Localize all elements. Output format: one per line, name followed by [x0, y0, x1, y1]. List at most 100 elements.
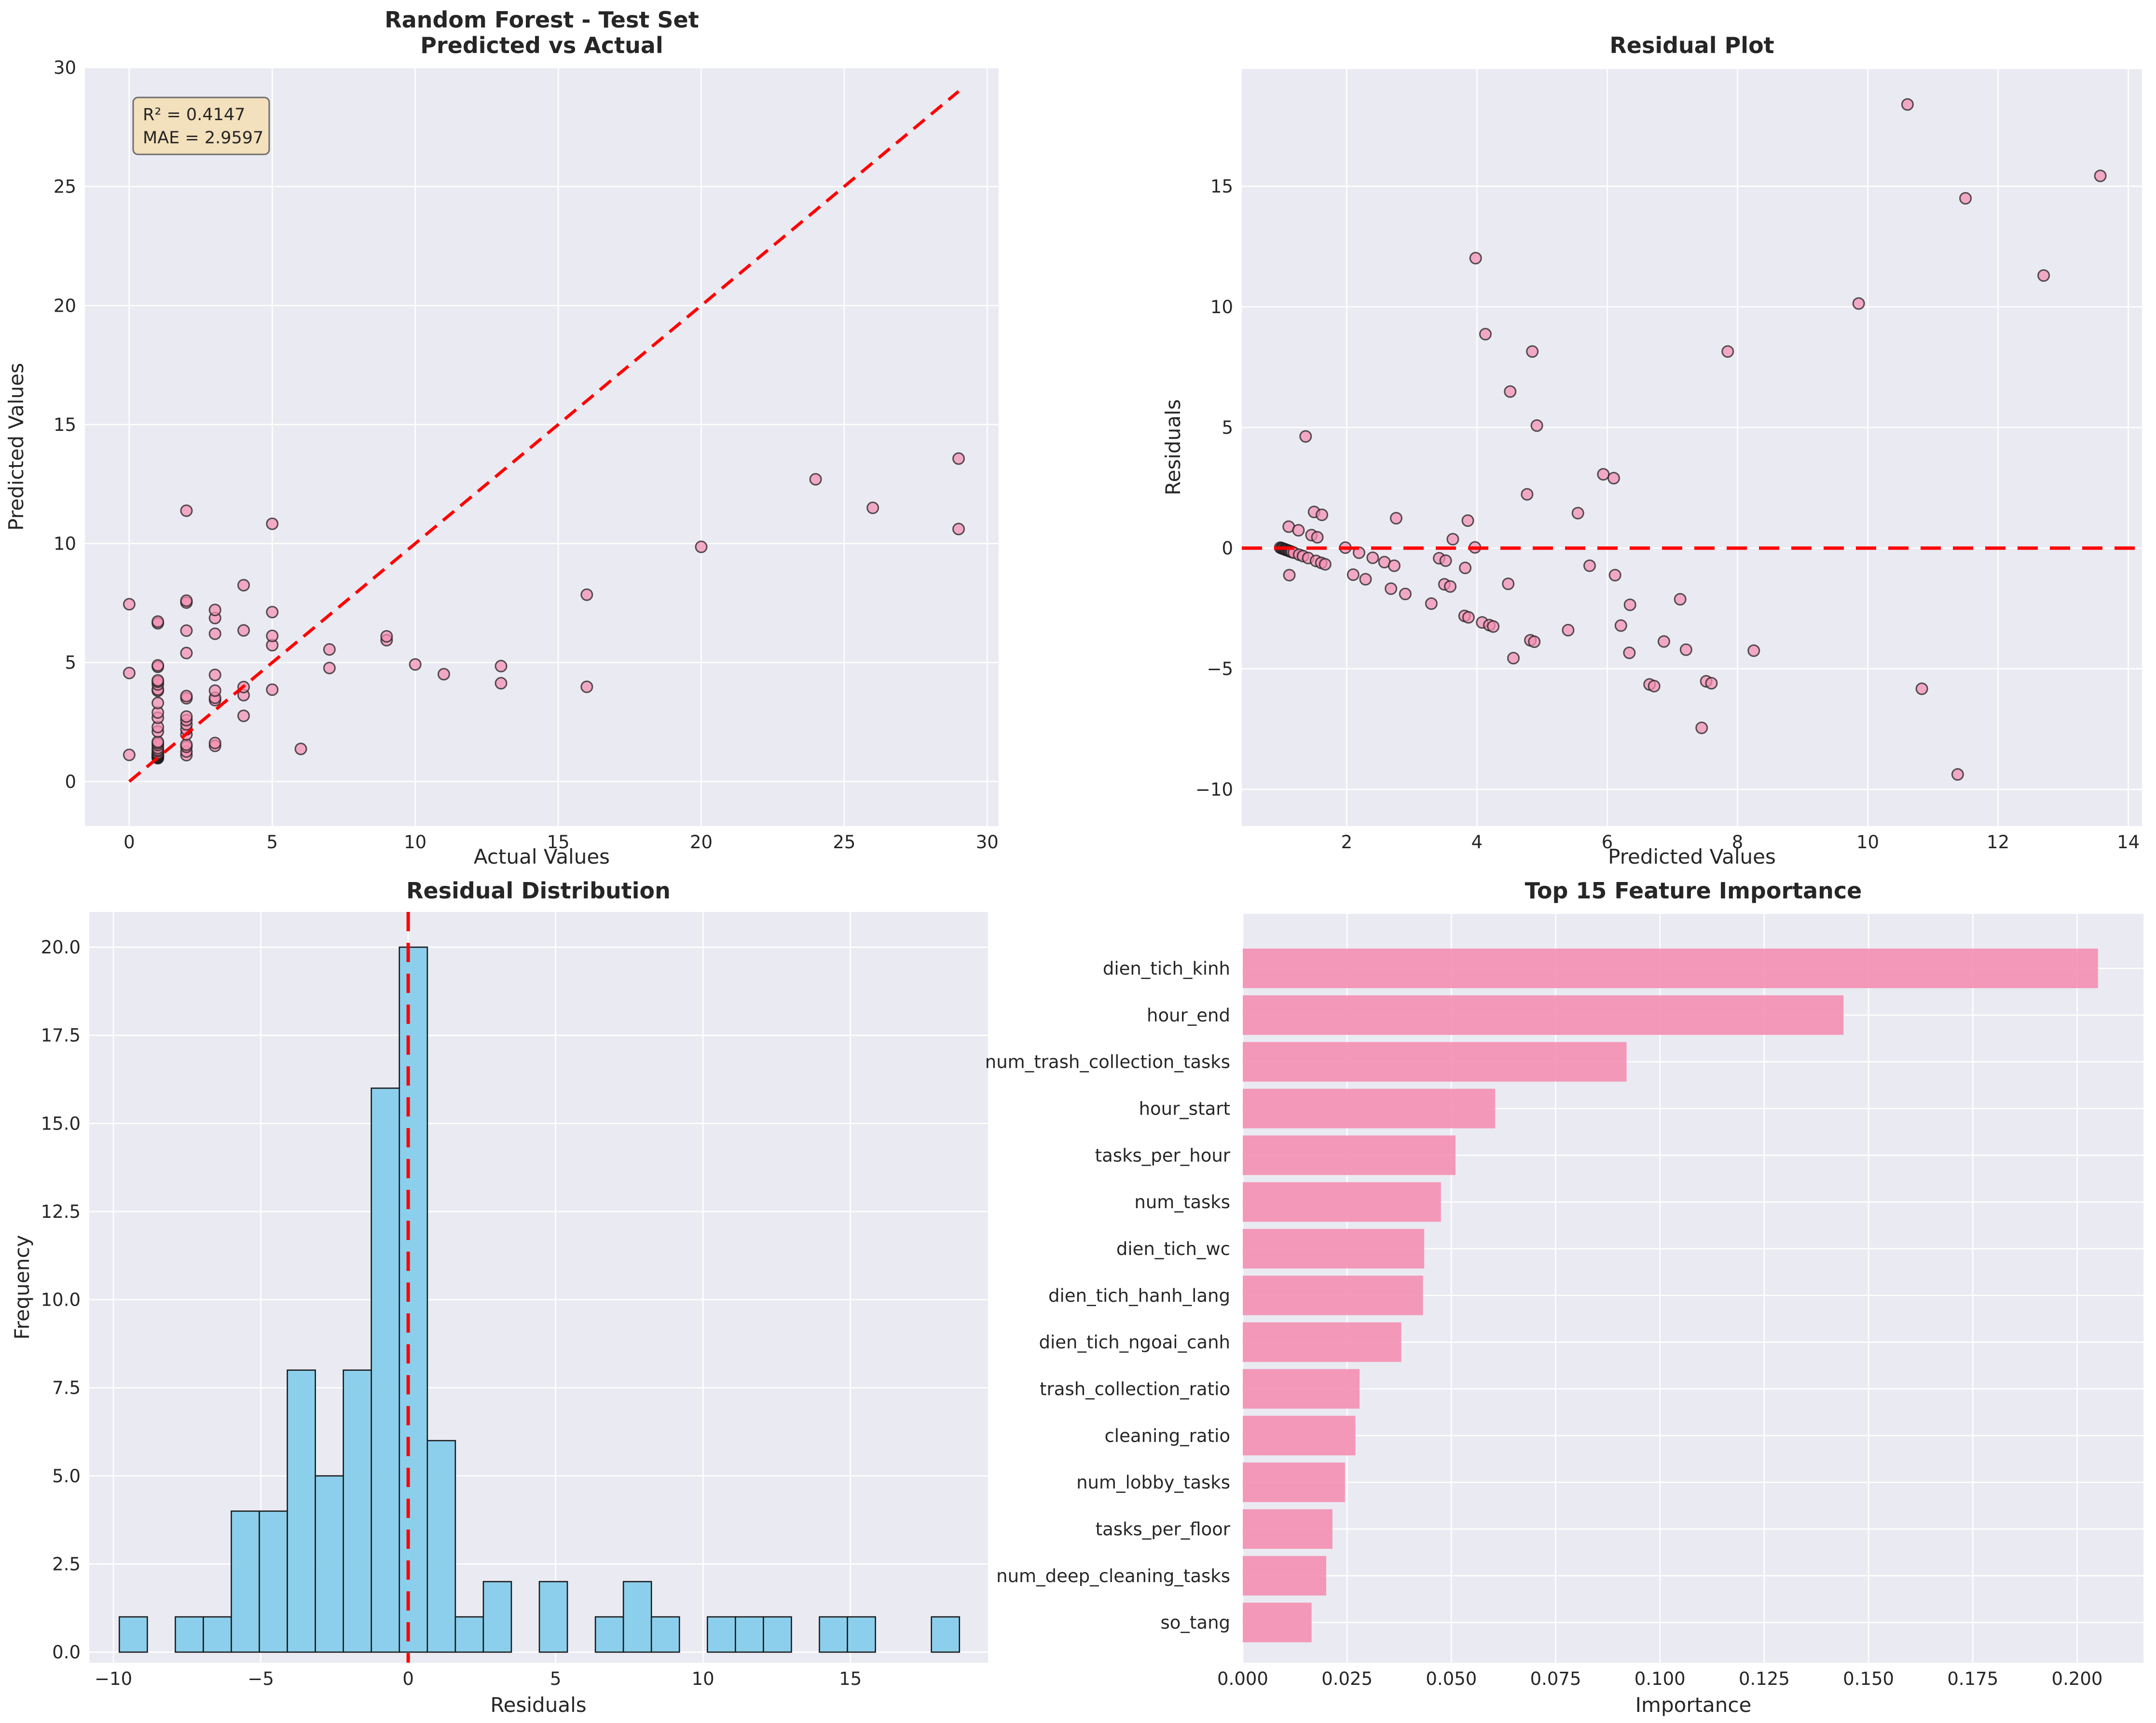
y-tick-label: 17.5 [41, 1025, 81, 1046]
x-tick-label: 10 [692, 1668, 714, 1689]
scatter-point [237, 624, 250, 637]
scatter-point [123, 748, 136, 761]
scatter-point [180, 594, 193, 607]
scatter-point [180, 504, 193, 517]
scatter-point [1521, 488, 1534, 501]
y-tick-label: 15 [54, 414, 76, 435]
scatter-point [1425, 597, 1438, 610]
scatter-point [151, 659, 165, 672]
histogram-bar [175, 1616, 204, 1653]
scatter-point [2094, 169, 2107, 182]
axes-background [1242, 69, 2142, 826]
scatter-point [1353, 546, 1366, 559]
feature-name-label: hour_start [1139, 1098, 1230, 1119]
scatter-point [494, 660, 508, 673]
feature-name-label: dien_tich_hanh_lang [1048, 1285, 1230, 1306]
y-tick-label: 15.0 [41, 1113, 81, 1134]
x-tick-label: 0.000 [1217, 1668, 1268, 1689]
scatter-point [323, 643, 336, 656]
scatter-point [151, 735, 165, 748]
scatter-point [180, 710, 193, 723]
scatter-point [208, 684, 221, 697]
x-tick-label: 0.050 [1426, 1668, 1477, 1689]
scatter-point [1507, 652, 1520, 664]
scatter-point [1562, 624, 1575, 636]
scatter-point [1399, 588, 1412, 600]
scatter-point [1318, 558, 1332, 571]
scatter-point [1623, 598, 1636, 611]
feature-name-label: tasks_per_hour [1095, 1145, 1231, 1166]
scatter-point [151, 615, 165, 628]
importance-bar [1243, 1275, 1423, 1315]
scatter-point [1446, 533, 1459, 546]
scatter-point [1487, 620, 1500, 633]
scatter-point [1674, 593, 1687, 606]
panel2-title: Residual Plot [1609, 32, 1774, 58]
histogram-bar [259, 1510, 288, 1653]
scatter-point [208, 604, 221, 617]
importance-bar [1243, 1042, 1627, 1082]
annotation-mae: MAE = 2.9597 [143, 128, 263, 148]
scatter-point [409, 658, 422, 671]
scatter-point [1359, 573, 1372, 586]
x-tick-label: 0.150 [1843, 1668, 1894, 1689]
feature-name-label: hour_end [1147, 1005, 1230, 1026]
scatter-point [866, 501, 879, 514]
y-tick-label: 5.0 [52, 1466, 81, 1487]
scatter-point [266, 517, 279, 530]
y-tick-label: 12.5 [41, 1201, 81, 1222]
y-tick-label: 2.5 [52, 1554, 81, 1574]
x-tick-label: 0 [124, 832, 135, 853]
scatter-point [1469, 252, 1482, 264]
y-tick-label: 0 [65, 772, 76, 792]
x-tick-label: 30 [976, 832, 999, 853]
x-tick-label: 0.075 [1530, 1668, 1581, 1689]
scatter-point [123, 666, 136, 679]
panel1-title-line2: Predicted vs Actual [420, 32, 663, 58]
scatter-point [237, 579, 250, 592]
importance-bar [1243, 1556, 1326, 1596]
scatter-point [180, 624, 193, 637]
scatter-point [2037, 269, 2050, 282]
y-tick-label: 10 [1210, 297, 1233, 317]
scatter-point [580, 680, 593, 693]
scatter-point [1695, 721, 1708, 734]
scatter-point [952, 452, 965, 465]
scatter-point [695, 540, 708, 553]
feature-name-label: trash_collection_ratio [1040, 1378, 1230, 1399]
x-tick-label: 5 [550, 1668, 562, 1689]
panel1-annotation-box: R² = 0.4147 MAE = 2.9597 [132, 96, 270, 155]
x-tick-label: 2 [1341, 832, 1353, 853]
scatter-point [1721, 345, 1734, 358]
scatter-point [580, 588, 593, 601]
x-tick-label: 10 [1856, 832, 1879, 853]
scatter-point [1346, 568, 1360, 581]
histogram-bar [315, 1475, 344, 1653]
scatter-point [1311, 531, 1324, 544]
histogram-bar [707, 1616, 736, 1653]
scatter-point [123, 598, 136, 611]
scatter-point [1657, 635, 1670, 648]
scatter-point [1959, 192, 1972, 205]
feature-name-label: tasks_per_floor [1096, 1519, 1231, 1540]
feature-name-label: cleaning_ratio [1104, 1425, 1230, 1446]
importance-bar [1243, 1462, 1345, 1502]
x-tick-label: −10 [95, 1668, 132, 1689]
scatter-point [1526, 345, 1539, 358]
x-tick-label: 0.125 [1739, 1668, 1790, 1689]
scatter-point [180, 689, 193, 703]
scatter-point [1390, 512, 1403, 524]
importance-bar [1243, 1228, 1425, 1268]
x-tick-label: 15 [547, 832, 570, 853]
feature-name-label: dien_tich_wc [1116, 1239, 1230, 1259]
feature-name-label: num_tasks [1134, 1192, 1230, 1213]
histogram-bar [847, 1616, 876, 1653]
x-tick-label: 0.100 [1634, 1668, 1686, 1689]
importance-bar [1243, 1602, 1312, 1642]
scatter-point [1283, 569, 1296, 581]
y-tick-label: 5 [1222, 417, 1233, 438]
y-tick-label: 20.0 [41, 937, 81, 958]
scatter-point [1747, 644, 1760, 657]
scatter-point [266, 606, 279, 619]
